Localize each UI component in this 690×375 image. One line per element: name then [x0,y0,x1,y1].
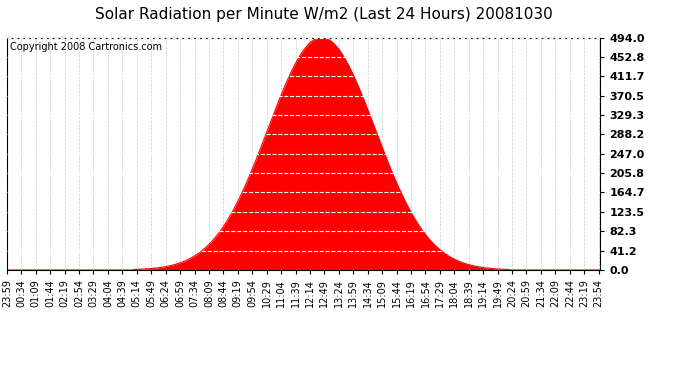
Text: Solar Radiation per Minute W/m2 (Last 24 Hours) 20081030: Solar Radiation per Minute W/m2 (Last 24… [95,8,553,22]
Text: Copyright 2008 Cartronics.com: Copyright 2008 Cartronics.com [10,42,162,52]
